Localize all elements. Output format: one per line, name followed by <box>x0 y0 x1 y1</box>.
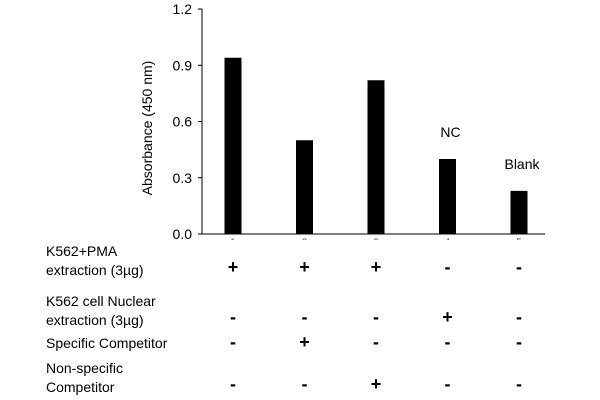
bar <box>296 140 313 234</box>
minus-sign: - <box>516 307 522 327</box>
minus-sign: - <box>516 257 522 277</box>
condition-label: Specific Competitor <box>46 334 167 353</box>
minus-sign: - <box>444 374 451 394</box>
condition-label-line: extraction (3µg) <box>46 312 144 328</box>
y-tick-label: 0.0 <box>173 226 193 240</box>
minus-sign: - <box>444 332 451 352</box>
bar <box>510 190 528 234</box>
condition-label: K562 cell Nuclear extraction (3µg) <box>46 292 156 330</box>
x-tick-label: 3 <box>373 237 378 240</box>
condition-label-line: Specific Competitor <box>46 335 168 351</box>
y-tick-label: 0.3 <box>173 170 193 186</box>
minus-sign: - <box>516 332 522 352</box>
bar <box>439 159 456 234</box>
minus-sign: - <box>373 332 379 352</box>
minus-sign: - <box>301 374 308 394</box>
condition-label-line: K562 cell Nuclear <box>46 293 156 309</box>
x-axis: 1 2 3 4 5 <box>202 233 545 240</box>
plus-sign: + <box>299 257 310 277</box>
minus-sign: - <box>373 307 379 327</box>
minus-sign: - <box>444 257 451 277</box>
condition-label-line: extraction (3µg) <box>46 262 144 278</box>
bars <box>224 57 528 234</box>
plus-sign: + <box>442 307 453 327</box>
condition-label-line: Non-specific <box>46 360 124 376</box>
bar <box>367 80 385 234</box>
y-tick-label: 0.6 <box>173 114 193 130</box>
plus-sign: + <box>370 257 382 277</box>
condition-label-line: Competitor <box>46 379 115 395</box>
x-tick-label: 4 <box>445 237 450 240</box>
bar-annotation: NC <box>440 124 460 140</box>
minus-sign: - <box>301 307 308 327</box>
x-tick-label: 1 <box>230 237 235 240</box>
annotations: NC Blank <box>440 124 540 172</box>
minus-sign: - <box>516 374 522 394</box>
plus-sign: + <box>370 374 382 394</box>
minus-sign: - <box>230 307 236 327</box>
x-tick-label: 2 <box>302 237 307 240</box>
bar-chart: 0.0 0.3 0.6 0.9 1.2 1 2 3 4 5 NC Blank Absorbance… <box>139 1 545 240</box>
plus-sign: + <box>227 257 239 277</box>
y-tick-label: 0.9 <box>173 57 193 73</box>
condition-label-line: K562+PMA <box>46 243 118 259</box>
condition-label: Non-specific Competitor <box>46 359 123 397</box>
minus-sign: - <box>230 374 236 394</box>
x-tick-label: 5 <box>516 237 521 240</box>
plus-sign: + <box>299 332 310 352</box>
y-tick-label: 1.2 <box>173 1 193 17</box>
condition-label: K562+PMA extraction (3µg) <box>46 242 144 280</box>
y-axis-label: Absorbance (450 nm) <box>139 61 155 196</box>
y-axis: 0.0 0.3 0.6 0.9 1.2 <box>173 1 203 240</box>
minus-sign: - <box>230 332 236 352</box>
bar-annotation: Blank <box>504 156 540 172</box>
bar <box>224 57 242 234</box>
